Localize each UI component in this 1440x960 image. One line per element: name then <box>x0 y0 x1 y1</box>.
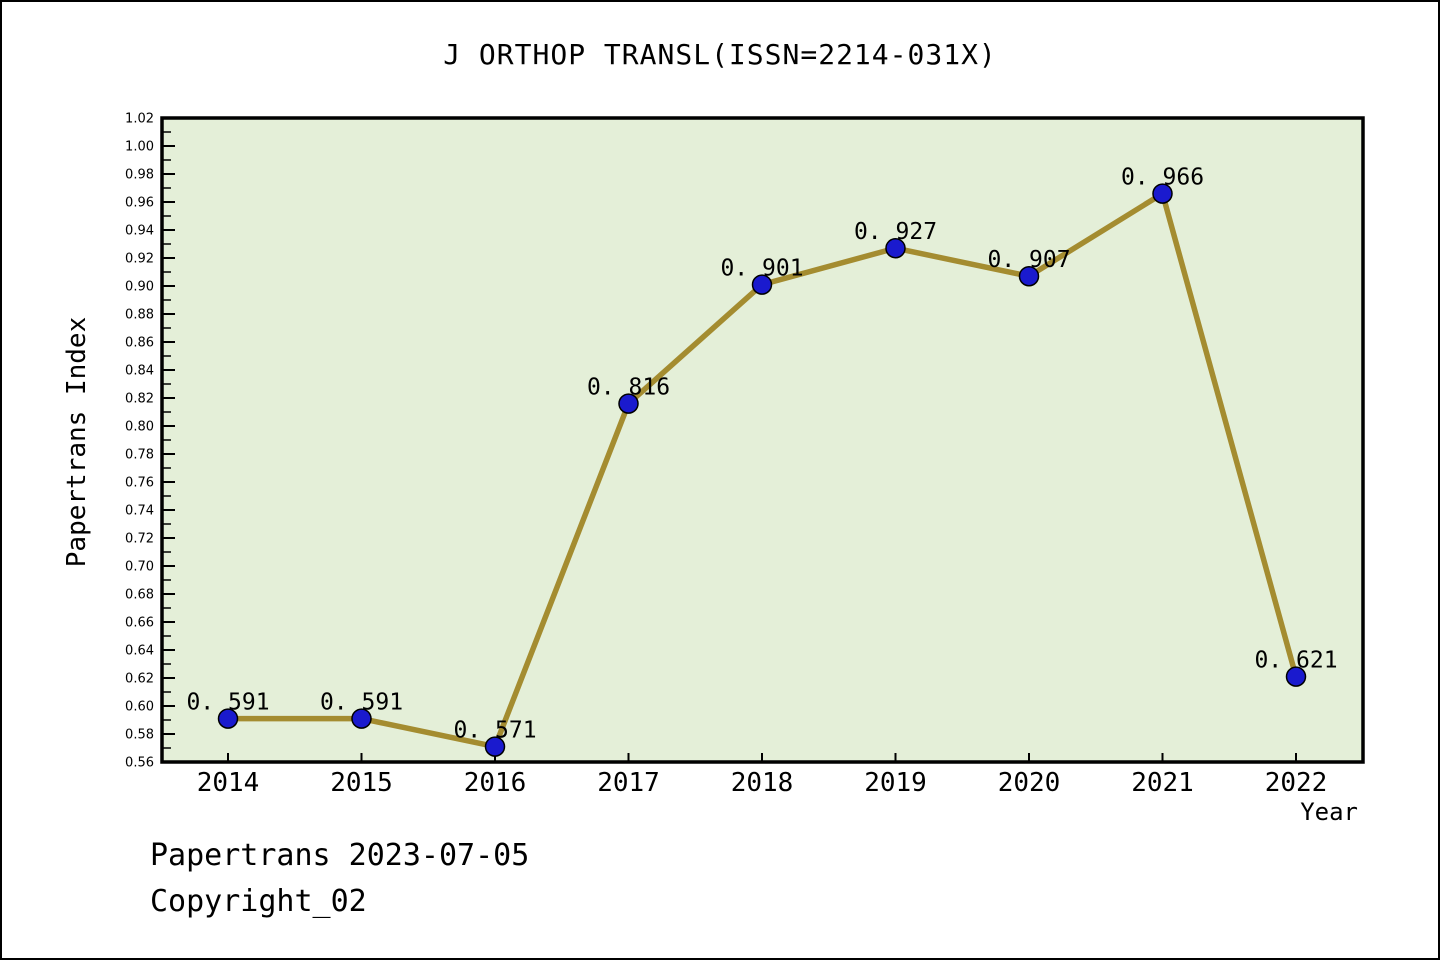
y-tick-label: 0.64 <box>125 644 154 659</box>
y-tick-label: 0.88 <box>125 308 154 323</box>
point-value-label: 0. 571 <box>453 718 536 744</box>
data-point <box>1285 666 1307 687</box>
y-tick-label: 0.68 <box>125 588 154 603</box>
y-tick-label: 0.58 <box>125 728 154 743</box>
y-tick-label: 0.62 <box>125 672 154 687</box>
y-tick-label: 0.80 <box>125 420 154 435</box>
point-value-label: 0. 907 <box>987 247 1070 273</box>
y-tick-label: 0.96 <box>125 196 154 211</box>
x-tick-label: 2017 <box>597 768 660 798</box>
y-tick-label: 0.76 <box>125 476 154 491</box>
y-tick-label: 0.72 <box>125 532 154 547</box>
plot-area <box>162 118 1363 762</box>
chart-title: J ORTHOP TRANSL(ISSN=2214-031X) <box>443 38 997 71</box>
x-tick-label: 2014 <box>197 768 260 798</box>
y-tick-label: 0.90 <box>125 280 154 295</box>
y-tick-label: 0.66 <box>125 616 154 631</box>
y-tick-label: 0.78 <box>125 448 154 463</box>
x-tick-label: 2018 <box>731 768 794 798</box>
footer-source-date: Papertrans 2023-07-05 <box>150 838 530 873</box>
x-tick-label: 2020 <box>998 768 1061 798</box>
y-tick-label: 0.98 <box>125 168 154 183</box>
footer-copyright: Copyright_02 <box>150 884 367 919</box>
y-tick-label: 0.70 <box>125 560 154 575</box>
x-axis-label: Year <box>1300 798 1358 826</box>
y-tick-label: 0.92 <box>125 252 154 267</box>
data-point <box>484 736 506 757</box>
point-value-label: 0. 621 <box>1254 648 1337 674</box>
point-value-label: 0. 591 <box>186 690 269 716</box>
x-tick-label: 2019 <box>864 768 927 798</box>
x-tick-label: 2016 <box>464 768 527 798</box>
y-tick-label: 1.02 <box>125 112 154 127</box>
y-tick-label: 0.60 <box>125 700 154 715</box>
point-value-label: 0. 901 <box>720 256 803 282</box>
data-point <box>885 237 906 259</box>
y-axis-label: Papertrans Index <box>62 316 92 568</box>
y-tick-label: 0.94 <box>125 224 154 239</box>
data-point <box>751 274 773 295</box>
y-tick-label: 0.74 <box>125 504 154 519</box>
data-point <box>217 708 239 729</box>
point-value-label: 0. 591 <box>320 690 403 716</box>
x-tick-label: 2015 <box>330 768 393 798</box>
y-tick-label: 0.56 <box>125 756 154 771</box>
data-point <box>351 708 372 729</box>
y-tick-label: 0.86 <box>125 336 154 351</box>
point-value-label: 0. 966 <box>1121 165 1204 191</box>
point-value-label: 0. 927 <box>854 219 937 245</box>
data-point <box>618 393 639 414</box>
data-point <box>1152 183 1173 204</box>
data-point <box>1018 265 1040 287</box>
x-tick-label: 2021 <box>1131 768 1194 798</box>
plot-border <box>160 116 1365 764</box>
point-value-label: 0. 816 <box>587 375 670 401</box>
x-tick-label: 2022 <box>1265 768 1328 798</box>
y-tick-label: 1.00 <box>125 140 154 155</box>
y-tick-label: 0.82 <box>125 392 154 407</box>
y-tick-label: 0.84 <box>125 364 154 379</box>
